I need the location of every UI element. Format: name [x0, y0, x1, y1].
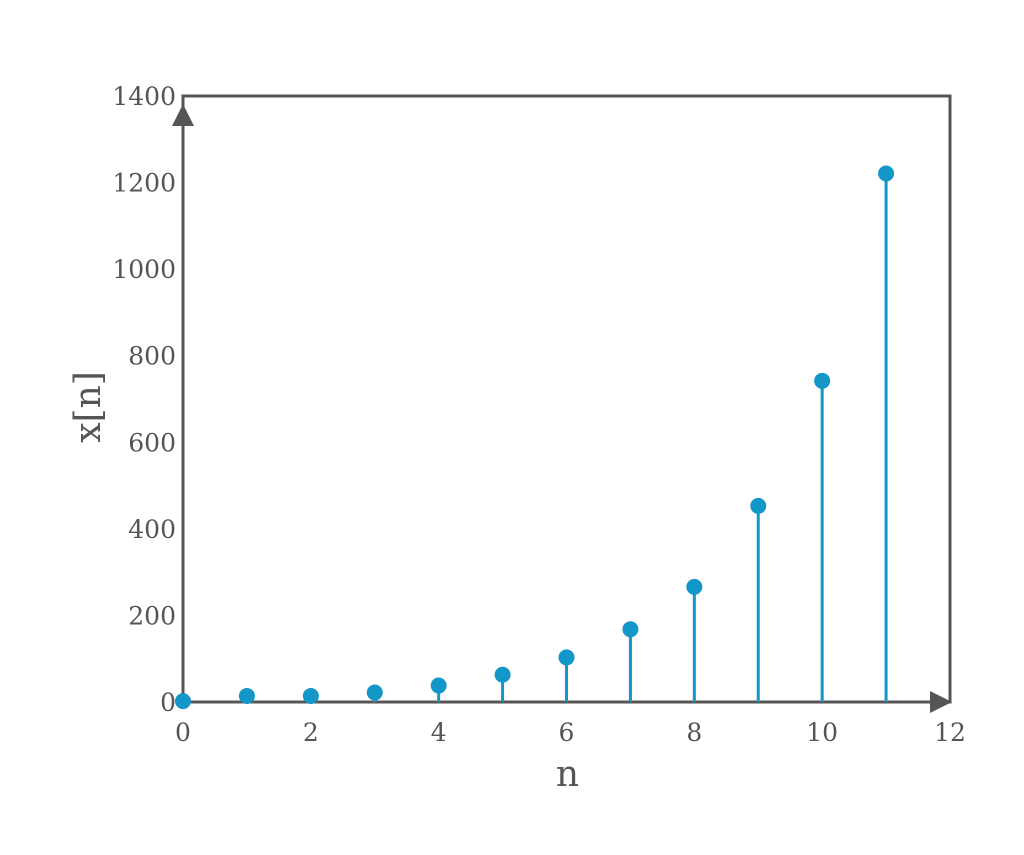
stem-marker [238, 687, 255, 704]
stem-marker [750, 497, 767, 514]
stem-marker [558, 649, 575, 666]
x-tick-labels: 0 2 4 6 8 10 12 [175, 718, 966, 747]
y-tick-label: 1200 [112, 169, 176, 198]
x-tick-label: 4 [431, 718, 447, 747]
x-tick-label: 10 [806, 718, 838, 747]
x-tick-label: 6 [559, 718, 575, 747]
stem-marker [175, 693, 191, 710]
stem-marker [494, 666, 511, 683]
x-axis-label: n [556, 754, 579, 795]
y-tick-label: 600 [128, 428, 176, 457]
y-tick-label: 0 [160, 688, 176, 717]
y-tick-labels: 0 200 400 600 800 1000 1200 1400 [112, 82, 176, 717]
y-axis-label: x[n] [68, 371, 109, 443]
stem-marker [302, 687, 319, 704]
stem-marker [686, 578, 703, 595]
y-tick-label: 1000 [112, 255, 176, 284]
stem-marker [622, 621, 639, 638]
plot-frame [172, 94, 952, 713]
stem-series [175, 165, 895, 710]
stem-marker [366, 684, 383, 701]
y-tick-label: 800 [128, 342, 176, 371]
stem-marker [814, 372, 831, 389]
y-tick-label: 400 [128, 515, 176, 544]
stem-marker [878, 165, 895, 182]
stem-marker [430, 677, 447, 694]
y-tick-label: 1400 [112, 82, 176, 111]
x-tick-label: 8 [686, 718, 702, 747]
y-tick-label: 200 [128, 601, 176, 630]
x-tick-label: 12 [934, 718, 966, 747]
plot-border [181, 94, 952, 704]
x-tick-label: 2 [303, 718, 319, 747]
x-axis-arrow [930, 691, 952, 713]
y-axis-arrow [172, 104, 194, 126]
x-tick-label: 0 [175, 718, 191, 747]
